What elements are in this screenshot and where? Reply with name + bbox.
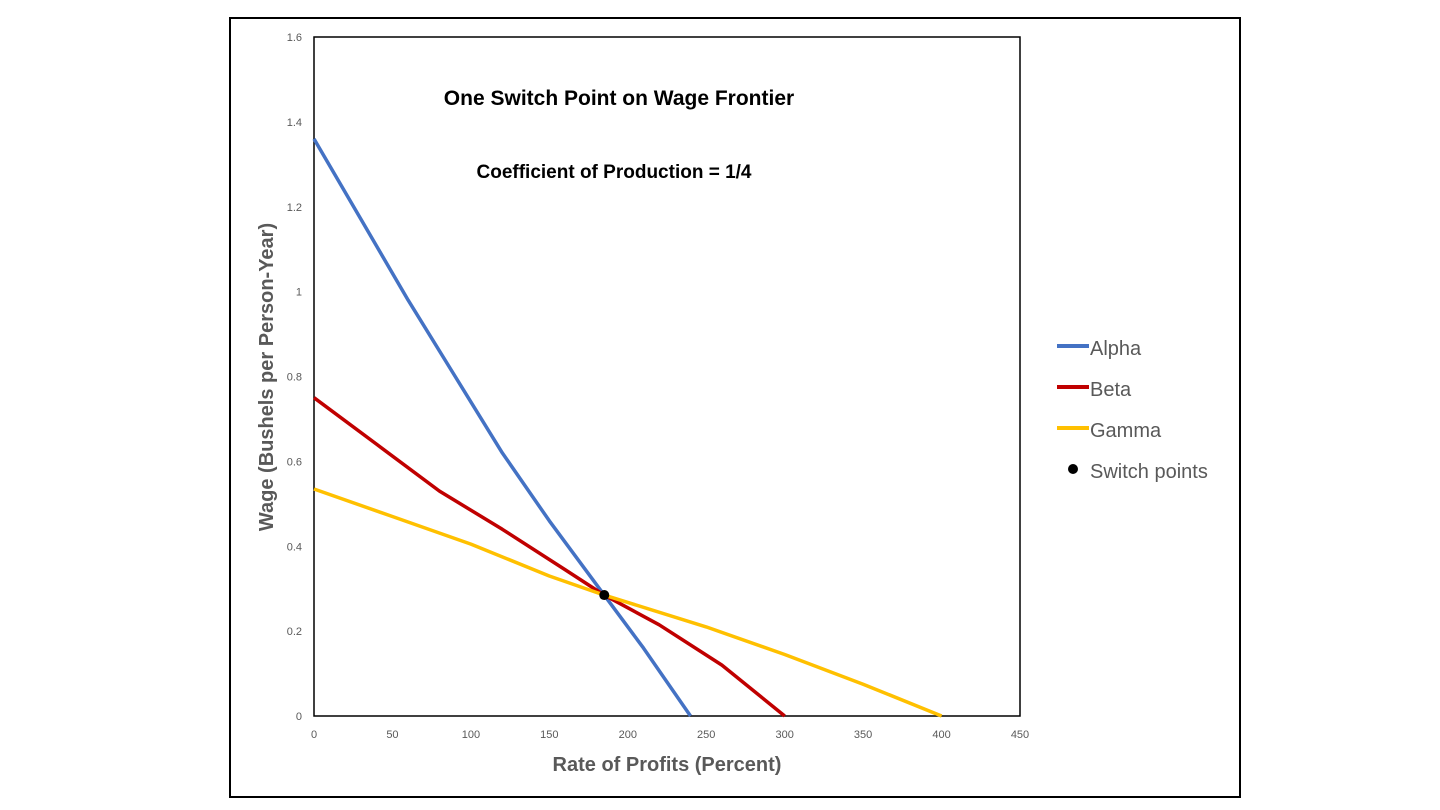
x-axis-ticks: 0 50 100 150 200 250 300 350 400 450 bbox=[311, 729, 1029, 741]
y-tick-label: 1.6 bbox=[287, 32, 302, 44]
y-tick-label: 0 bbox=[296, 711, 302, 723]
plot-area bbox=[313, 36, 1021, 717]
chart-subtitle: Coefficient of Production = 1/4 bbox=[477, 162, 752, 183]
series-line-beta bbox=[312, 396, 786, 718]
x-tick-label: 100 bbox=[462, 729, 480, 741]
x-axis-title: Rate of Profits (Percent) bbox=[553, 754, 782, 776]
y-tick-label: 1.4 bbox=[287, 117, 302, 129]
y-tick-label: 1 bbox=[296, 287, 302, 299]
x-tick-label: 300 bbox=[775, 729, 793, 741]
legend-label-switch-points: Switch points bbox=[1090, 461, 1208, 483]
y-tick-label: 0.6 bbox=[287, 456, 302, 468]
x-tick-label: 450 bbox=[1011, 729, 1029, 741]
y-tick-label: 0.4 bbox=[287, 541, 302, 553]
chart-title: One Switch Point on Wage Frontier bbox=[444, 87, 794, 110]
x-tick-label: 350 bbox=[854, 729, 872, 741]
series-lines bbox=[312, 138, 943, 718]
y-axis-ticks: 0 0.2 0.4 0.6 0.8 1 1.2 1.4 1.6 bbox=[287, 32, 302, 723]
x-tick-label: 50 bbox=[386, 729, 398, 741]
y-tick-label: 0.2 bbox=[287, 626, 302, 638]
switch-point-marker bbox=[599, 590, 610, 601]
legend-label-gamma: Gamma bbox=[1090, 420, 1162, 442]
legend-label-beta: Beta bbox=[1090, 379, 1132, 401]
switch-point-markers bbox=[599, 590, 610, 601]
x-tick-label: 150 bbox=[540, 729, 558, 741]
y-tick-label: 0.8 bbox=[287, 372, 302, 384]
x-tick-label: 0 bbox=[311, 729, 317, 741]
y-axis-title: Wage (Bushels per Person-Year) bbox=[256, 223, 278, 531]
series-line-gamma bbox=[313, 487, 943, 718]
y-tick-label: 1.2 bbox=[287, 202, 302, 214]
legend: Alpha Beta Gamma Switch points bbox=[1057, 338, 1208, 483]
series-line-alpha bbox=[312, 138, 692, 717]
x-tick-label: 400 bbox=[932, 729, 950, 741]
legend-swatch-switch-points bbox=[1068, 464, 1078, 474]
chart-frame bbox=[229, 17, 1241, 798]
x-tick-label: 200 bbox=[619, 729, 637, 741]
x-tick-label: 250 bbox=[697, 729, 715, 741]
legend-label-alpha: Alpha bbox=[1090, 338, 1142, 360]
